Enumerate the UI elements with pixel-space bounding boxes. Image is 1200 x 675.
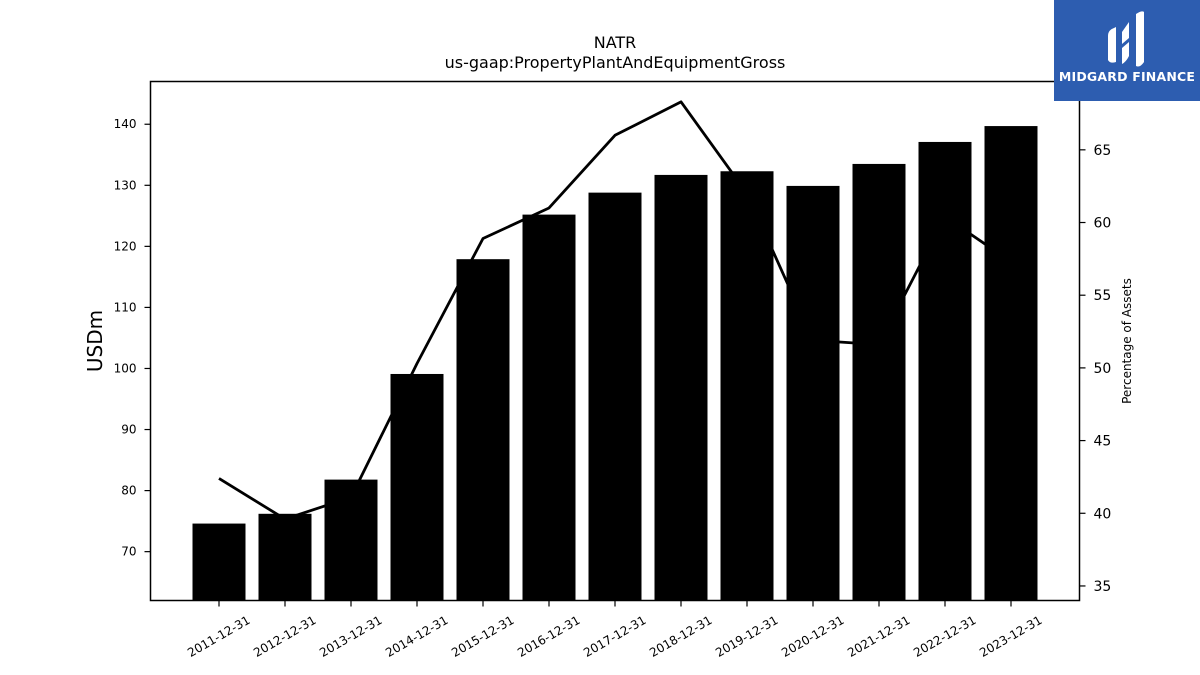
x-tick-label: 2022-12-31: [911, 613, 978, 660]
y2-tick-label: 55: [1094, 288, 1112, 304]
bar-2014-12-31: [390, 373, 444, 601]
x-tick-label: 2014-12-31: [383, 613, 450, 660]
bar-2016-12-31: [522, 214, 576, 601]
y2-axis-label: Percentage of Assets: [1120, 278, 1134, 404]
bar-2020-12-31: [786, 185, 840, 601]
y-tick-label: 120: [114, 239, 137, 253]
logo-text: MIDGARD FINANCE: [1058, 69, 1196, 84]
bar-2011-12-31: [192, 523, 246, 601]
y-tick-label: 110: [114, 300, 137, 314]
y2-tick-label: 40: [1094, 506, 1112, 522]
x-tick-label: 2021-12-31: [845, 613, 912, 660]
bar-series: [192, 126, 1038, 601]
bar-2023-12-31: [984, 126, 1038, 601]
y-tick-label: 80: [121, 484, 136, 498]
chart-title: NATR: [594, 33, 637, 52]
x-tick-label: 2015-12-31: [449, 613, 516, 660]
x-tick-label: 2013-12-31: [317, 613, 384, 660]
chart-subtitle: us-gaap:PropertyPlantAndEquipmentGross: [445, 53, 786, 72]
y-tick-label: 90: [121, 423, 136, 437]
y2-tick-label: 50: [1094, 361, 1112, 377]
bar-2018-12-31: [654, 174, 708, 601]
bar-2017-12-31: [588, 192, 642, 601]
y-axis-label: USDm: [83, 310, 107, 372]
y-tick-label: 70: [121, 545, 136, 559]
y-tick-label: 130: [114, 178, 137, 192]
bar-2013-12-31: [324, 479, 378, 601]
x-tick-label: 2011-12-31: [185, 613, 252, 660]
x-tick-label: 2019-12-31: [713, 613, 780, 660]
y-tick-label: 140: [114, 117, 137, 131]
left-axis: 70 80 90 100 110 120 130 140: [114, 117, 151, 559]
y2-tick-label: 60: [1094, 216, 1112, 232]
x-axis: 2011-12-312012-12-312013-12-312014-12-31…: [185, 600, 1045, 660]
x-tick-label: 2012-12-31: [251, 613, 318, 660]
x-tick-label: 2020-12-31: [779, 613, 846, 660]
y-tick-label: 100: [114, 361, 137, 375]
y2-tick-label: 65: [1094, 143, 1112, 159]
x-tick-label: 2018-12-31: [647, 613, 714, 660]
x-tick-label: 2016-12-31: [515, 613, 582, 660]
right-axis: 35 40 45 50 55 60 65: [1079, 143, 1112, 595]
y2-tick-label: 45: [1094, 434, 1112, 450]
x-tick-label: 2017-12-31: [581, 613, 648, 660]
y2-tick-label: 35: [1094, 579, 1112, 595]
line-series: [218, 100, 1012, 521]
x-tick-label: 2023-12-31: [977, 613, 1044, 660]
midgard-finance-logo: MIDGARD FINANCE: [1054, 0, 1200, 101]
bar-2015-12-31: [456, 259, 510, 601]
bar-2021-12-31: [852, 163, 906, 601]
bar-2022-12-31: [918, 141, 972, 601]
bar-2012-12-31: [258, 513, 312, 601]
midgard-logo-icon: [1108, 11, 1144, 67]
bar-2019-12-31: [720, 171, 774, 601]
